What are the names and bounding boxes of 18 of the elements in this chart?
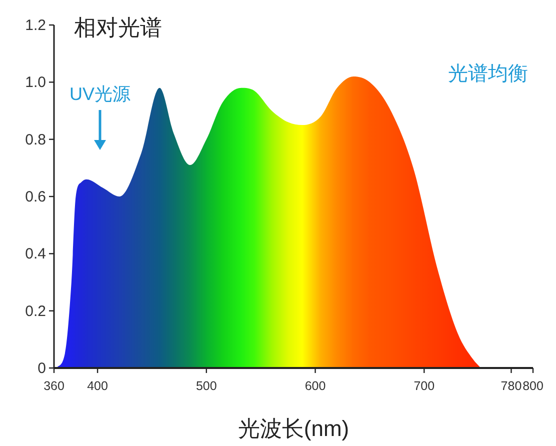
x-tick-label: 600 — [304, 379, 326, 393]
x-tick-label: 780 — [500, 379, 522, 393]
y-tick-label: 0.2 — [25, 302, 46, 320]
x-tick-label: 800 — [522, 379, 544, 393]
x-tick-label: 360 — [44, 379, 64, 393]
x-tick-label: 400 — [87, 379, 108, 393]
annotation: UV光源 — [69, 84, 131, 104]
y-tick-label: 0.6 — [25, 188, 46, 206]
chart-title: 相对光谱 — [74, 15, 162, 40]
x-tick-label: 700 — [414, 379, 435, 393]
annotation: 光谱均衡 — [448, 63, 528, 85]
y-tick-label: 0.4 — [25, 246, 46, 263]
y-tick-label: 0.8 — [25, 131, 46, 148]
y-tick-label: 1.2 — [25, 17, 46, 34]
x-tick-label: 500 — [196, 379, 217, 393]
y-tick-label: 0 — [38, 360, 46, 377]
x-axis-title: 光波长(nm) — [238, 416, 350, 441]
y-tick-label: 1.0 — [25, 74, 46, 92]
